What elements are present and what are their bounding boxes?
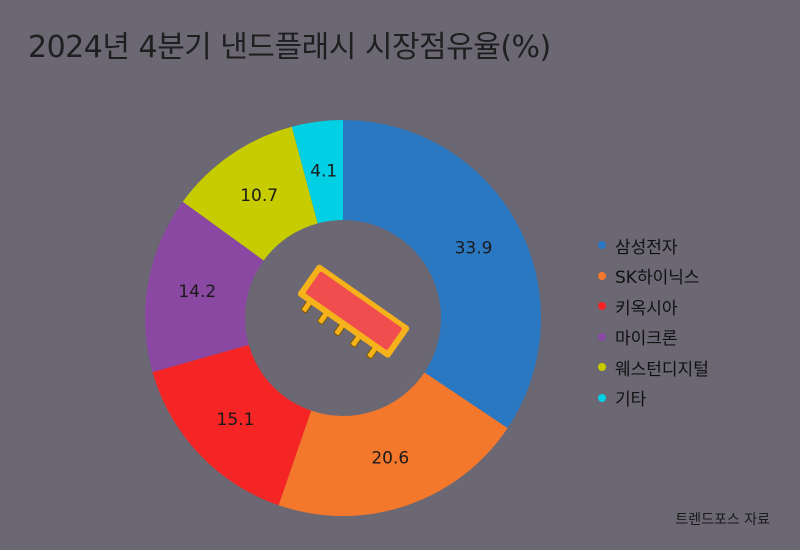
legend-item: 삼성전자 [598,230,709,261]
legend-label: 웨스턴디지털 [615,359,709,380]
slice-3 [152,344,312,506]
slice-2 [278,372,508,516]
legend-swatch [598,332,606,341]
memory-chip-icon [297,264,410,359]
slice-value-label: 33.9 [455,238,493,258]
legend-item: 키옥시아 [598,291,709,322]
legend-swatch [598,393,606,402]
slice-4 [144,201,264,373]
slice-5 [182,126,318,261]
slice-value-label: 15.1 [217,410,255,430]
legend-item: 기타 [598,383,709,414]
legend-item: 웨스턴디지털 [598,352,709,383]
legend-label: 키옥시아 [615,298,678,319]
slice-value-label: 10.7 [240,186,278,206]
slice-6 [291,120,343,224]
slice-value-label: 20.6 [371,448,409,468]
legend-label: SK하이닉스 [615,268,700,289]
legend-item: SK하이닉스 [598,261,709,292]
slice-value-label: 4.1 [310,161,337,181]
legend-label: 마이크론 [615,329,678,350]
legend-item: 마이크론 [598,322,709,353]
legend-swatch [598,271,606,280]
chart-title: 2024년 4분기 낸드플래시 시장점유율(%) [28,30,551,65]
legend-swatch [598,302,606,311]
legend-swatch [598,363,606,372]
legend-label: 삼성전자 [615,237,678,258]
legend-swatch [598,241,606,250]
slice-1 [343,120,541,429]
source-note: 트렌드포스 자료 [675,512,770,528]
slice-value-label: 14.2 [178,282,216,302]
legend-label: 기타 [615,390,647,411]
